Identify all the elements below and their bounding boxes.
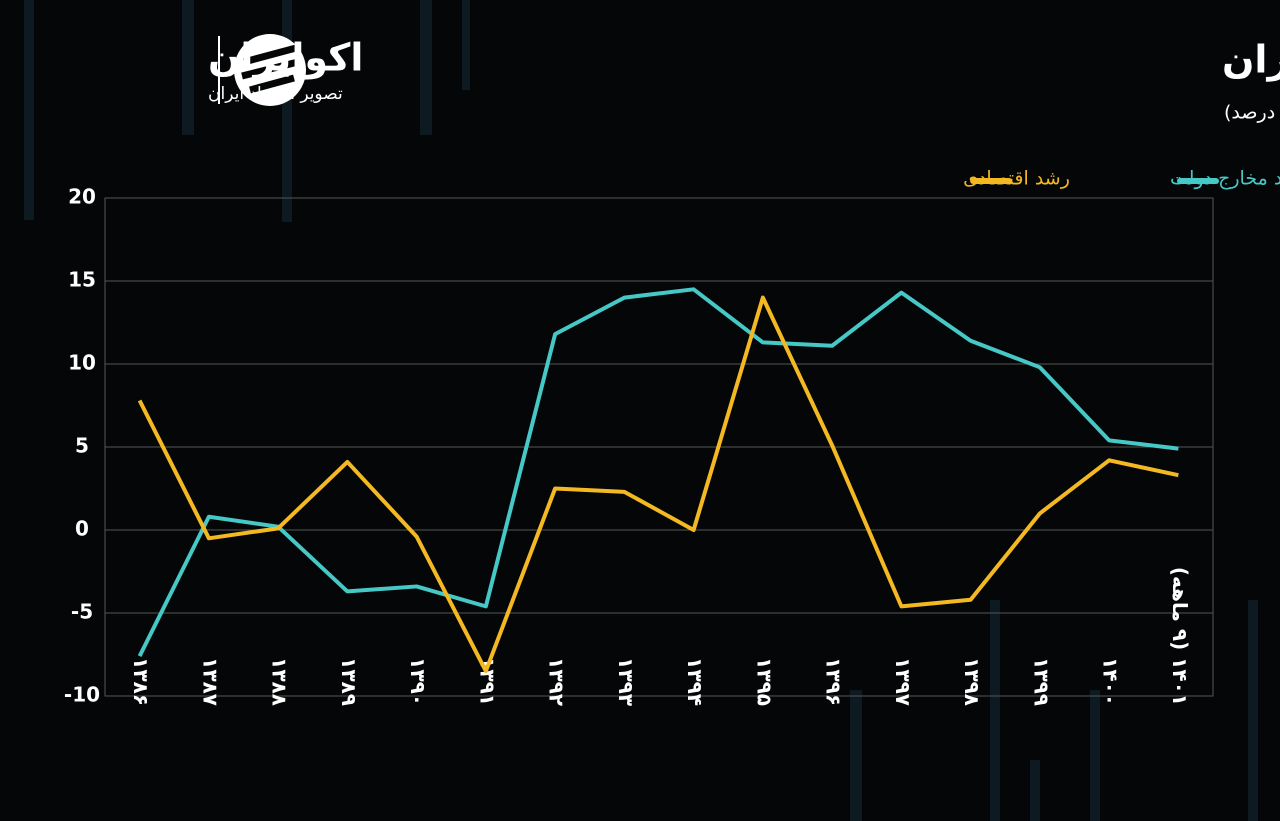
- series-line: [137, 287, 1179, 658]
- y-tick-label: 0: [75, 517, 89, 541]
- y-tick-label: -5: [71, 600, 93, 624]
- x-tick-label: ۱۳۸۷: [198, 657, 222, 706]
- x-tick-label: ۱۳۹۷: [891, 657, 915, 706]
- series-line: [137, 295, 1179, 674]
- x-tick-label: ۱۳۹۸: [960, 657, 984, 706]
- x-tick-label: ۱۳۹۶: [822, 657, 846, 706]
- x-tick-label: ۱۳۹۲: [545, 657, 569, 706]
- x-tick-label: ۱۳۸۸: [268, 657, 292, 706]
- x-tick-label: ۱۳۹۰: [406, 657, 430, 706]
- x-tick-label: ۱۳۸۶: [129, 657, 153, 706]
- x-tick-label: ۱۴۰۱ (۹ ماهه): [1168, 567, 1192, 706]
- y-tick-label: 20: [68, 185, 96, 209]
- logo-stripes: [241, 44, 299, 94]
- brand-tagline: تصویر اقتصاد ایران: [208, 84, 343, 104]
- y-tick-label: -10: [64, 683, 100, 707]
- chart-title: رشد مخارج سالانه دولت در ایران: [1222, 38, 1280, 83]
- legend-label: رشد مخارج دولت: [1170, 168, 1280, 190]
- x-tick-label: ۱۴۰۰: [1099, 657, 1123, 706]
- x-tick-label: ۱۳۹۵: [752, 657, 776, 706]
- brand-name: اکوایران: [208, 36, 363, 80]
- y-tick-label: 5: [75, 434, 89, 458]
- legend-label: رشد اقتصادی: [963, 168, 1070, 190]
- y-tick-label: 10: [68, 351, 96, 375]
- x-tick-label: ۱۳۹۳: [614, 657, 638, 706]
- decoration: [24, 0, 1258, 821]
- y-tick-label: 15: [68, 268, 96, 292]
- chart-subtitle: (واحد: درصد): [1224, 102, 1280, 124]
- legend: رشد مخارج دولت رشد اقتصادی: [963, 168, 1280, 190]
- logo: اکوایران تصویر اقتصاد ایران: [208, 34, 363, 106]
- x-tick-label: ۱۳۸۹: [337, 657, 361, 706]
- x-tick-label: ۱۳۹۹: [1029, 657, 1053, 706]
- x-tick-label: ۱۳۹۴: [683, 657, 707, 706]
